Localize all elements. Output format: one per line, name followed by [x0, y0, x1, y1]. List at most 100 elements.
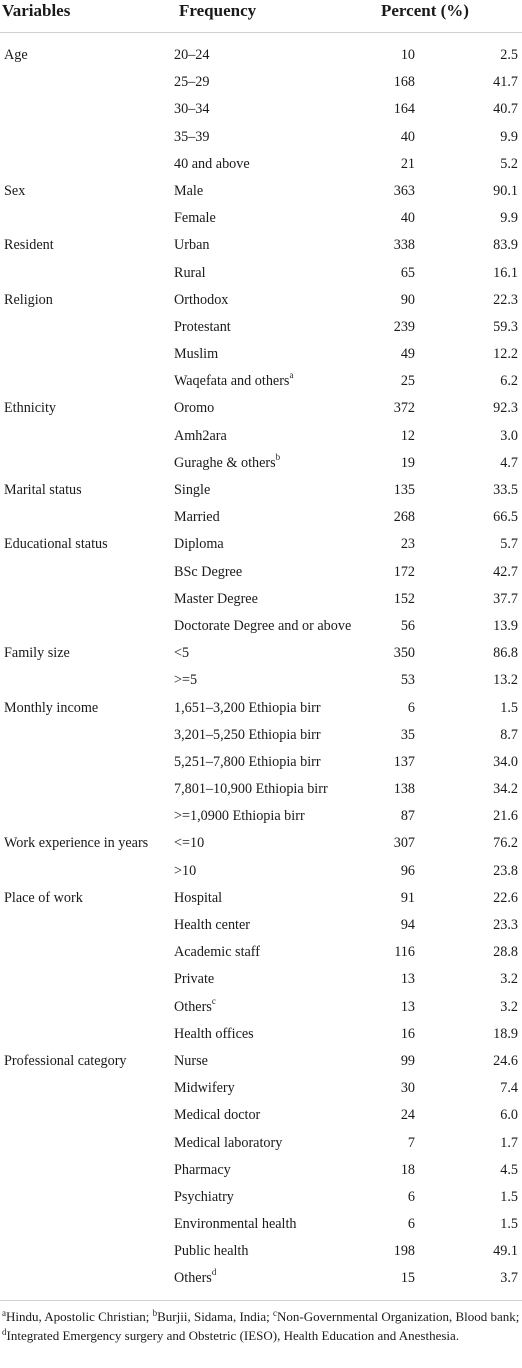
table-row: Monthly income 1,651–3,200 Ethiopia birr 6…: [0, 698, 522, 725]
variable-cell: Resident: [4, 237, 54, 254]
category-cell: Waqefata and othersa: [174, 370, 294, 390]
category-label: Master Degree: [174, 590, 258, 607]
category-cell: Othersc: [174, 996, 216, 1016]
footnote-marker: a: [289, 370, 294, 381]
frequency-cell: 363: [393, 182, 415, 199]
table-body: Age 20–24 10 2.5 25–29 168 41.7 30–34 164 40.7 35–…: [0, 45, 522, 1296]
table-row: Pharmacy 18 4.5: [0, 1160, 522, 1187]
category-cell: Midwifery: [174, 1080, 235, 1097]
category-label: Male: [174, 182, 204, 199]
category-cell: Rural: [174, 265, 206, 282]
category-label: <5: [174, 645, 190, 662]
frequency-cell: 338: [393, 237, 415, 254]
frequency-cell: 91: [400, 889, 415, 906]
category-cell: >=5: [174, 672, 197, 689]
table-row: Medical laboratory 7 1.7: [0, 1133, 522, 1160]
category-label: Amh2ara: [174, 427, 227, 444]
variable-cell: Educational status: [4, 536, 108, 553]
table-row: Work experience in years <=10 307 76.2: [0, 833, 522, 860]
category-cell: Environmental health: [174, 1216, 297, 1233]
table-row: 40 and above 21 5.2: [0, 154, 522, 181]
category-label: Guraghe & others: [174, 454, 276, 471]
percent-cell: 59.3: [493, 318, 518, 335]
footnote-text: Hindu, Apostolic Christian;: [6, 1309, 153, 1324]
frequency-cell: 13: [400, 971, 415, 988]
category-label: <=10: [174, 835, 205, 852]
category-label: Health offices: [174, 1025, 254, 1042]
table-row: Amh2ara 12 3.0: [0, 426, 522, 453]
percent-cell: 6.0: [500, 1107, 518, 1124]
frequency-cell: 40: [400, 210, 415, 227]
category-label: 5,251–7,800 Ethiopia birr: [174, 753, 321, 770]
frequency-cell: 35: [400, 726, 415, 743]
table-row: Private 13 3.2: [0, 969, 522, 996]
frequency-cell: 90: [400, 291, 415, 308]
table-row: Health offices 16 18.9: [0, 1024, 522, 1051]
category-cell: 35–39: [174, 129, 209, 146]
category-label: 7,801–10,900 Ethiopia birr: [174, 781, 328, 798]
category-label: >=5: [174, 672, 198, 689]
frequency-cell: 21: [400, 155, 415, 172]
percent-cell: 7.4: [500, 1080, 518, 1097]
percent-cell: 3.2: [500, 998, 518, 1015]
percent-cell: 1.7: [500, 1134, 518, 1151]
percent-cell: 18.9: [493, 1025, 518, 1042]
table-row: Doctorate Degree and or above 56 13.9: [0, 616, 522, 643]
table-row: 5,251–7,800 Ethiopia birr 137 34.0: [0, 752, 522, 779]
table-row: Health center 94 23.3: [0, 915, 522, 942]
category-label: 20–24: [174, 47, 210, 63]
percent-cell: 13.2: [493, 672, 518, 689]
category-cell: Health center: [174, 917, 250, 934]
category-label: Health center: [174, 917, 251, 933]
percent-cell: 1.5: [500, 1216, 518, 1233]
frequency-cell: 16: [400, 1025, 415, 1042]
frequency-cell: 138: [393, 781, 415, 798]
category-cell: Married: [174, 509, 220, 526]
category-cell: Urban: [174, 237, 209, 254]
percent-cell: 83.9: [493, 237, 518, 254]
frequency-cell: 30: [400, 1080, 415, 1097]
category-label: Others: [174, 998, 212, 1015]
category-label: Others: [174, 1270, 212, 1287]
table-row: Resident Urban 338 83.9: [0, 235, 522, 262]
category-cell: Othersd: [174, 1267, 216, 1287]
percent-cell: 5.2: [500, 155, 518, 172]
category-label: 30–34: [174, 101, 210, 118]
variable-cell: Professional category: [4, 1052, 127, 1069]
table-row: Muslim 49 12.2: [0, 344, 522, 371]
category-cell: Male: [174, 183, 203, 200]
percent-cell: 3.2: [500, 971, 518, 988]
percent-cell: 4.7: [500, 454, 518, 471]
footnote-marker: c: [273, 1308, 278, 1318]
percent-cell: 34.0: [493, 753, 518, 770]
footnote-text: Integrated Emergency surgery and Obstetr…: [6, 1328, 460, 1343]
table-row: Waqefata and othersa 25 6.2: [0, 370, 522, 398]
percent-cell: 21.6: [493, 808, 518, 825]
category-cell: 20–24: [174, 47, 209, 64]
frequency-cell: 94: [400, 917, 415, 933]
table-row: Academic staff 116 28.8: [0, 942, 522, 969]
category-cell: Hospital: [174, 890, 222, 907]
frequency-cell: 87: [400, 808, 415, 825]
table-row: 7,801–10,900 Ethiopia birr 138 34.2: [0, 779, 522, 806]
category-cell: Health offices: [174, 1026, 254, 1043]
category-cell: <=10: [174, 835, 204, 852]
percent-cell: 49.1: [493, 1243, 518, 1260]
frequency-cell: 116: [394, 944, 415, 961]
category-label: Medical doctor: [174, 1107, 261, 1124]
frequency-cell: 56: [400, 617, 415, 634]
table-row: Female 40 9.9: [0, 208, 522, 235]
percent-cell: 28.8: [493, 944, 518, 961]
frequency-cell: 19: [400, 454, 415, 471]
table-row: Family size <5 350 86.8: [0, 643, 522, 670]
category-label: Protestant: [174, 318, 231, 335]
category-label: Environmental health: [174, 1216, 297, 1233]
table-row: Rural 65 16.1: [0, 263, 522, 290]
category-label: BSc Degree: [174, 563, 243, 580]
category-cell: 3,201–5,250 Ethiopia birr: [174, 727, 321, 744]
category-cell: Female: [174, 210, 216, 227]
category-label: 25–29: [174, 74, 210, 91]
table-row: 3,201–5,250 Ethiopia birr 35 8.7: [0, 725, 522, 752]
table-footer-divider: [0, 1300, 522, 1301]
category-label: Female: [174, 210, 216, 227]
